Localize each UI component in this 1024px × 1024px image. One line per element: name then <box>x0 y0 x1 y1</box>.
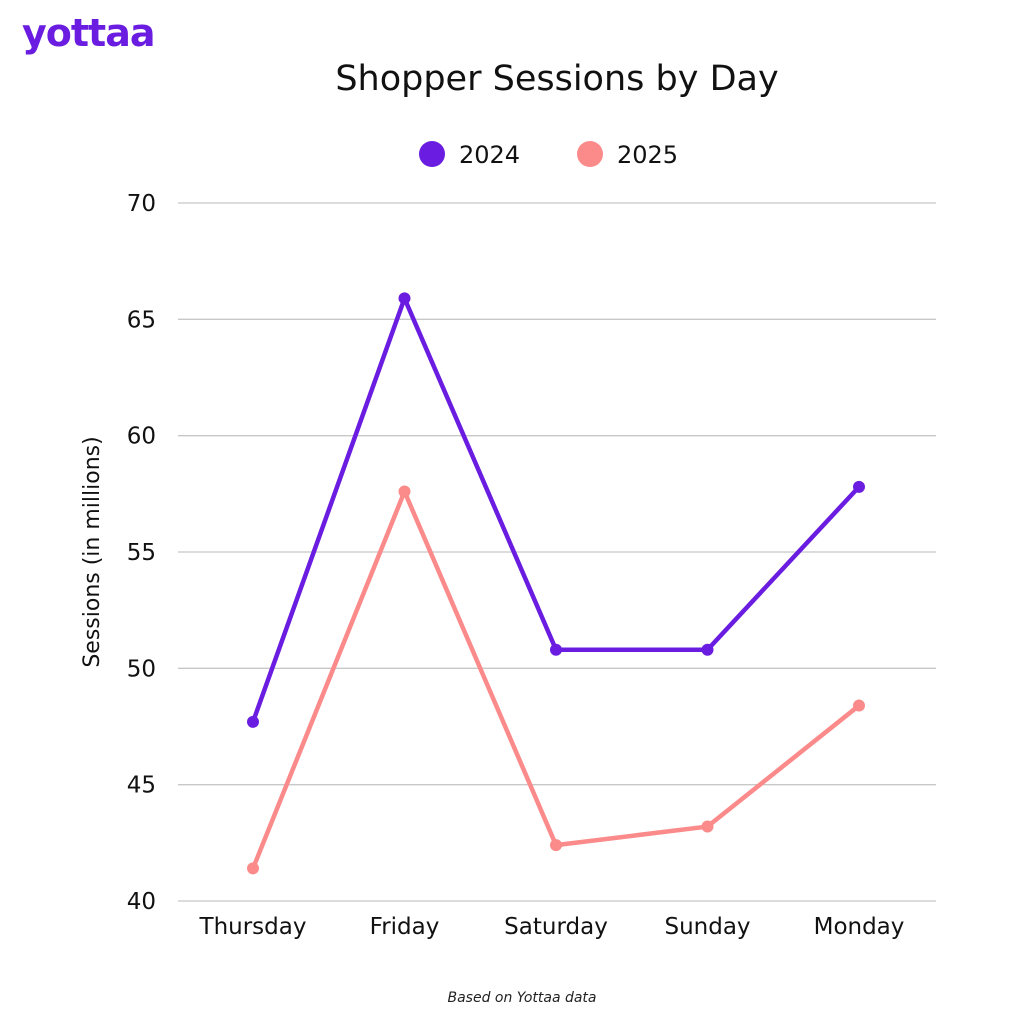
y-axis-label: Sessions (in millions) <box>80 436 105 667</box>
series-2025 <box>247 485 865 875</box>
data-point <box>398 485 411 498</box>
x-tick-label: Friday <box>370 914 440 940</box>
y-tick-label: 65 <box>127 307 156 333</box>
y-tick-label: 70 <box>127 191 156 217</box>
x-axis-ticks: Thursday Friday Saturday Sunday Monday <box>199 914 905 940</box>
y-axis-ticks: 40 45 50 55 60 65 70 <box>127 191 156 915</box>
y-tick-label: 40 <box>127 889 156 915</box>
data-point <box>550 643 562 656</box>
legend: 2024 2025 <box>419 141 678 169</box>
x-tick-label: Thursday <box>199 914 307 940</box>
series-line <box>250 296 862 725</box>
series-2024 <box>247 292 865 728</box>
y-tick-label: 50 <box>127 656 156 682</box>
series-layer <box>247 292 865 875</box>
y-tick-label: 55 <box>127 540 156 566</box>
gridlines <box>178 202 936 902</box>
footnote: Based on Yottaa data <box>447 990 596 1006</box>
x-tick-label: Sunday <box>664 914 750 940</box>
chart-title: Shopper Sessions by Day <box>335 59 778 99</box>
data-point <box>398 292 411 305</box>
data-point <box>550 839 562 852</box>
x-tick-label: Monday <box>814 914 905 940</box>
y-tick-label: 60 <box>127 424 156 450</box>
series-line <box>250 489 862 871</box>
y-tick-label: 45 <box>127 773 156 799</box>
yottaa-logo: yottaa <box>22 11 155 55</box>
legend-marker <box>419 141 445 167</box>
data-point <box>701 820 714 833</box>
data-point <box>247 715 259 728</box>
legend-marker <box>577 141 603 167</box>
x-tick-label: Saturday <box>504 914 608 940</box>
legend-label: 2025 <box>617 141 678 169</box>
data-point <box>247 862 259 875</box>
data-point <box>853 699 865 712</box>
data-point <box>701 643 714 656</box>
data-point <box>853 480 865 493</box>
legend-label: 2024 <box>459 141 520 169</box>
